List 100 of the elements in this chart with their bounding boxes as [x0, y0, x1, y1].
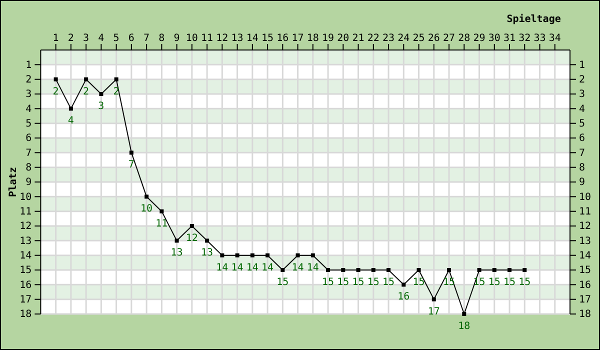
y2-tick-label: 2	[579, 74, 586, 86]
data-label: 15	[473, 277, 486, 288]
x-tick-label: 22	[367, 33, 380, 44]
y2-tick-label: 1	[579, 60, 586, 71]
x-tick-label: 24	[398, 33, 410, 44]
x-tick-label: 7	[144, 33, 150, 44]
x-tick-label: 26	[428, 33, 440, 44]
x-tick-label: 25	[412, 33, 425, 44]
x-tick-label: 10	[186, 33, 198, 44]
y2-tick-label: 14	[579, 250, 592, 262]
point	[114, 77, 118, 82]
data-label: 13	[201, 248, 214, 259]
y-tick-label: 14	[20, 250, 32, 262]
data-label: 14	[231, 262, 244, 274]
data-label: 14	[216, 262, 228, 274]
x-tick-label: 31	[503, 33, 516, 44]
point	[310, 253, 315, 258]
y-tick-label: 10	[20, 192, 32, 203]
x-tick-label: 28	[458, 33, 470, 44]
point	[462, 312, 466, 316]
data-label: 18	[458, 321, 470, 332]
x-tick-label: 17	[292, 33, 304, 44]
point	[280, 268, 285, 272]
y2-tick-label: 3	[579, 89, 586, 100]
y2-tick-label: 12	[579, 221, 592, 232]
point	[447, 268, 452, 272]
point	[235, 253, 240, 258]
x-tick-label: 11	[201, 33, 214, 44]
x-tick-label: 15	[262, 33, 274, 44]
point	[144, 194, 149, 199]
y2-tick-label: 10	[579, 192, 592, 203]
x-tick-label: 32	[518, 33, 531, 44]
x-tick-label: 19	[322, 33, 334, 44]
point	[84, 77, 88, 82]
x-tick-label: 5	[113, 33, 120, 44]
data-label: 4	[68, 116, 74, 127]
point	[68, 106, 73, 111]
data-label: 17	[428, 306, 440, 318]
x-tick-label: 18	[306, 33, 319, 44]
x-tick-label: 33	[534, 33, 546, 44]
data-label: 15	[337, 277, 350, 288]
point	[54, 77, 58, 82]
point	[492, 268, 496, 272]
y-tick-label: 15	[20, 265, 32, 276]
point	[326, 268, 330, 272]
y2-tick-label: 17	[579, 294, 592, 306]
point	[205, 238, 210, 243]
data-label: 2	[113, 86, 120, 98]
point	[477, 268, 482, 272]
x-tick-label: 30	[488, 33, 500, 44]
x-tick-label: 4	[98, 33, 104, 44]
x-tick-label: 34	[548, 33, 561, 44]
x-tick-label: 27	[442, 33, 456, 44]
x-tick-label: 3	[83, 33, 90, 44]
y-tick-label: 16	[20, 280, 32, 291]
point	[250, 253, 254, 258]
point	[522, 268, 527, 272]
data-label: 14	[246, 262, 258, 274]
y2-tick-label: 8	[579, 162, 586, 174]
data-label: 15	[412, 277, 425, 288]
x-tick-label: 9	[174, 33, 180, 44]
point	[266, 253, 270, 258]
data-label: 3	[98, 101, 104, 112]
data-label: 15	[322, 277, 334, 288]
point	[341, 268, 346, 272]
data-label: 15	[367, 277, 380, 288]
data-label: 13	[170, 248, 183, 259]
data-label: 12	[186, 233, 198, 244]
y2-tick-label: 7	[579, 148, 586, 159]
data-label: 14	[292, 262, 304, 274]
y2-tick-label: 5	[579, 118, 586, 130]
y2-tick-label: 6	[579, 133, 586, 144]
point	[99, 92, 104, 96]
point	[432, 297, 436, 302]
data-label: 15	[276, 277, 289, 288]
y2-tick-label: 4	[579, 104, 586, 115]
point	[129, 150, 134, 155]
y-tick-label: 13	[20, 236, 32, 247]
x-tick-label: 13	[231, 33, 244, 44]
x-tick-label: 14	[246, 33, 258, 44]
data-label: 10	[140, 204, 153, 215]
x-tick-label: 29	[473, 33, 486, 44]
data-label: 2	[83, 86, 90, 98]
y-tick-label: 1	[26, 60, 32, 71]
y2-tick-label: 15	[579, 265, 592, 276]
data-label: 15	[503, 277, 516, 288]
y-tick-label: 3	[26, 89, 32, 100]
data-label: 14	[306, 262, 319, 274]
y-tick-label: 6	[26, 133, 32, 144]
y-tick-label: 8	[26, 162, 32, 174]
data-label: 11	[156, 218, 168, 230]
point	[386, 268, 391, 272]
y-tick-label: 12	[20, 221, 32, 232]
point	[356, 268, 360, 272]
x-tick-label: 16	[276, 33, 289, 44]
x-tick-label: 23	[382, 33, 395, 44]
x-tick-label: 1	[52, 33, 59, 44]
point	[508, 268, 512, 272]
y-axis-title: Platz	[8, 166, 19, 198]
y-tick-label: 18	[20, 309, 32, 320]
